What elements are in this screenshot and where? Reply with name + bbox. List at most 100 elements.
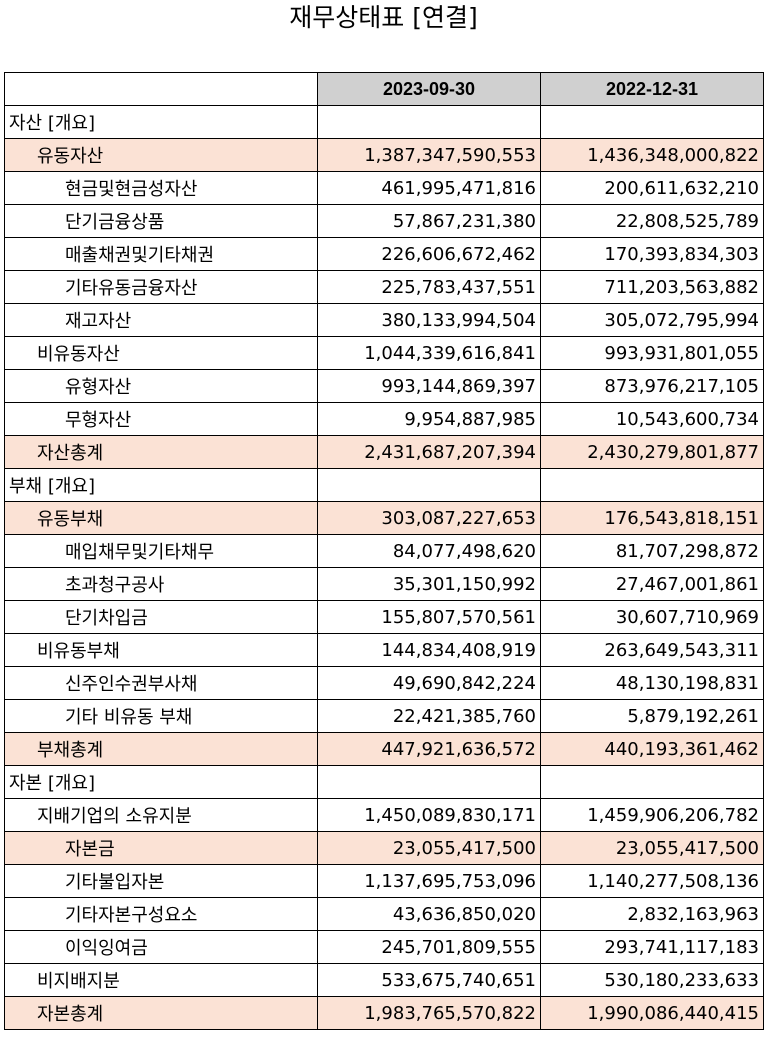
table-row: 매출채권및기타채권 226,606,672,462 170,393,834,303 (4, 237, 764, 271)
value-2022-12-31: 873,976,217,105 (540, 369, 764, 403)
value-2022-12-31: 23,055,417,500 (540, 831, 764, 865)
row-label: 유형자산 (4, 369, 318, 403)
column-header-2023-09-30: 2023-09-30 (317, 72, 541, 106)
value-2023-09-30: 144,834,408,919 (317, 633, 541, 667)
table-row: 자산총계 2,431,687,207,394 2,430,279,801,877 (4, 435, 764, 469)
row-label: 비유동부채 (4, 633, 318, 667)
value-2022-12-31: 263,649,543,311 (540, 633, 764, 667)
row-label: 유동부채 (4, 501, 318, 535)
row-label: 부채총계 (4, 732, 318, 766)
value-2023-09-30: 1,137,695,753,096 (317, 864, 541, 898)
value-2022-12-31 (540, 468, 764, 502)
row-label: 기타유동금융자산 (4, 270, 318, 304)
value-2022-12-31: 2,832,163,963 (540, 897, 764, 931)
table-row: 자본금 23,055,417,500 23,055,417,500 (4, 831, 764, 865)
value-2023-09-30: 43,636,850,020 (317, 897, 541, 931)
row-label: 자산총계 (4, 435, 318, 469)
value-2023-09-30: 49,690,842,224 (317, 666, 541, 700)
value-2022-12-31: 48,130,198,831 (540, 666, 764, 700)
value-2023-09-30: 226,606,672,462 (317, 237, 541, 271)
row-label: 단기차입금 (4, 600, 318, 634)
row-label: 자산 [개요] (4, 105, 318, 139)
table-row: 자본총계 1,983,765,570,822 1,990,086,440,415 (4, 996, 764, 1030)
row-label: 초과청구공사 (4, 567, 318, 601)
value-2023-09-30: 225,783,437,551 (317, 270, 541, 304)
table-row: 신주인수권부사채 49,690,842,224 48,130,198,831 (4, 666, 764, 700)
column-header-label (4, 72, 318, 106)
value-2022-12-31: 1,436,348,000,822 (540, 138, 764, 172)
row-label: 비유동자산 (4, 336, 318, 370)
table-row: 기타 비유동 부채 22,421,385,760 5,879,192,261 (4, 699, 764, 733)
row-label: 무형자산 (4, 402, 318, 436)
table-row: 매입채무및기타채무 84,077,498,620 81,707,298,872 (4, 534, 764, 568)
table-row: 현금및현금성자산 461,995,471,816 200,611,632,210 (4, 171, 764, 205)
row-label: 기타불입자본 (4, 864, 318, 898)
row-label: 자본총계 (4, 996, 318, 1030)
row-label: 이익잉여금 (4, 930, 318, 964)
value-2023-09-30: 461,995,471,816 (317, 171, 541, 205)
value-2023-09-30: 1,983,765,570,822 (317, 996, 541, 1030)
row-label: 비지배지분 (4, 963, 318, 997)
value-2023-09-30: 993,144,869,397 (317, 369, 541, 403)
value-2022-12-31: 530,180,233,633 (540, 963, 764, 997)
value-2023-09-30: 22,421,385,760 (317, 699, 541, 733)
value-2022-12-31: 711,203,563,882 (540, 270, 764, 304)
value-2022-12-31: 1,459,906,206,782 (540, 798, 764, 832)
table-row: 유동부채 303,087,227,653 176,543,818,151 (4, 501, 764, 535)
row-label: 매출채권및기타채권 (4, 237, 318, 271)
row-label: 재고자산 (4, 303, 318, 337)
value-2022-12-31: 440,193,361,462 (540, 732, 764, 766)
value-2022-12-31: 10,543,600,734 (540, 402, 764, 436)
table-row: 재고자산 380,133,994,504 305,072,795,994 (4, 303, 764, 337)
value-2023-09-30: 303,087,227,653 (317, 501, 541, 535)
value-2022-12-31 (540, 105, 764, 139)
table-row: 초과청구공사 35,301,150,992 27,467,001,861 (4, 567, 764, 601)
value-2023-09-30: 447,921,636,572 (317, 732, 541, 766)
table-row: 기타불입자본 1,137,695,753,096 1,140,277,508,136 (4, 864, 764, 898)
row-label: 자본금 (4, 831, 318, 865)
value-2023-09-30: 155,807,570,561 (317, 600, 541, 634)
row-label: 자본 [개요] (4, 765, 318, 799)
value-2022-12-31: 1,990,086,440,415 (540, 996, 764, 1030)
value-2022-12-31: 176,543,818,151 (540, 501, 764, 535)
value-2022-12-31 (540, 765, 764, 799)
value-2023-09-30: 35,301,150,992 (317, 567, 541, 601)
table-row: 자본 [개요] (4, 765, 764, 799)
value-2023-09-30: 1,387,347,590,553 (317, 138, 541, 172)
balance-sheet-table: 2023-09-30 2022-12-31 자산 [개요] 유동자산 1,387,3… (4, 72, 764, 1030)
table-row: 비유동부채 144,834,408,919 263,649,543,311 (4, 633, 764, 667)
table-row: 비지배지분 533,675,740,651 530,180,233,633 (4, 963, 764, 997)
value-2022-12-31: 81,707,298,872 (540, 534, 764, 568)
table-header-row: 2023-09-30 2022-12-31 (4, 72, 764, 106)
row-label: 기타자본구성요소 (4, 897, 318, 931)
row-label: 신주인수권부사채 (4, 666, 318, 700)
table-row: 단기차입금 155,807,570,561 30,607,710,969 (4, 600, 764, 634)
row-label: 단기금융상품 (4, 204, 318, 238)
row-label: 기타 비유동 부채 (4, 699, 318, 733)
value-2023-09-30: 1,450,089,830,171 (317, 798, 541, 832)
value-2023-09-30 (317, 765, 541, 799)
table-row: 단기금융상품 57,867,231,380 22,808,525,789 (4, 204, 764, 238)
row-label: 현금및현금성자산 (4, 171, 318, 205)
table-row: 무형자산 9,954,887,985 10,543,600,734 (4, 402, 764, 436)
row-label: 지배기업의 소유지분 (4, 798, 318, 832)
value-2023-09-30: 380,133,994,504 (317, 303, 541, 337)
row-label: 유동자산 (4, 138, 318, 172)
column-header-2022-12-31: 2022-12-31 (540, 72, 764, 106)
value-2023-09-30: 9,954,887,985 (317, 402, 541, 436)
value-2022-12-31: 170,393,834,303 (540, 237, 764, 271)
value-2022-12-31: 27,467,001,861 (540, 567, 764, 601)
value-2023-09-30: 57,867,231,380 (317, 204, 541, 238)
value-2023-09-30 (317, 468, 541, 502)
table-row: 기타유동금융자산 225,783,437,551 711,203,563,882 (4, 270, 764, 304)
value-2022-12-31: 2,430,279,801,877 (540, 435, 764, 469)
value-2022-12-31: 305,072,795,994 (540, 303, 764, 337)
value-2023-09-30: 1,044,339,616,841 (317, 336, 541, 370)
row-label: 부채 [개요] (4, 468, 318, 502)
value-2022-12-31: 22,808,525,789 (540, 204, 764, 238)
value-2022-12-31: 1,140,277,508,136 (540, 864, 764, 898)
value-2023-09-30: 23,055,417,500 (317, 831, 541, 865)
table-row: 자산 [개요] (4, 105, 764, 139)
value-2023-09-30: 84,077,498,620 (317, 534, 541, 568)
value-2023-09-30 (317, 105, 541, 139)
